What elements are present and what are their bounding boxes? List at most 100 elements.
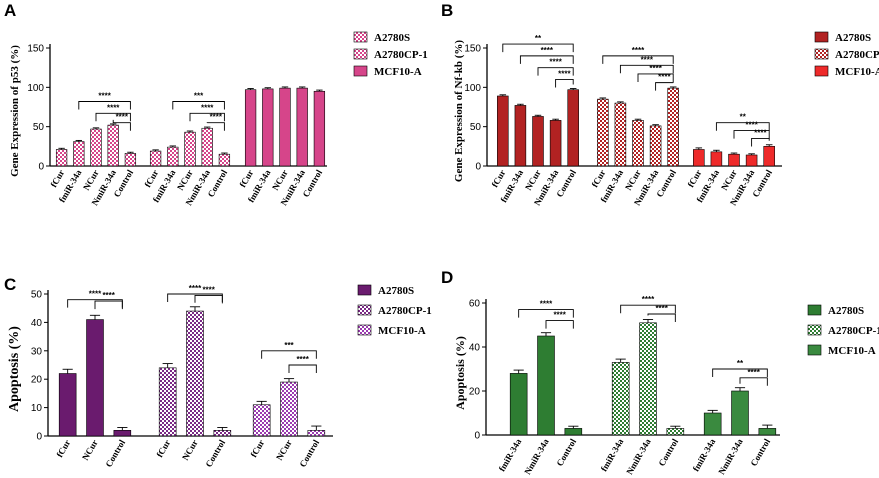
y-axis-label: Apoptosis (%) — [7, 326, 22, 412]
significance-label: **** — [541, 46, 554, 55]
significance-bracket — [206, 122, 225, 131]
legend-label: A2780S — [828, 305, 864, 317]
significance-bracket — [502, 43, 574, 53]
bar — [567, 89, 579, 167]
significance-bracket — [545, 320, 574, 329]
bar — [262, 88, 274, 167]
significance-label: **** — [747, 368, 760, 377]
significance-bracket — [602, 55, 674, 64]
significance-bracket — [518, 309, 574, 318]
legend-swatch — [353, 65, 368, 77]
y-tick-label: 50 — [31, 290, 43, 301]
bar — [213, 430, 232, 437]
bar — [184, 131, 196, 167]
significance-bracket — [112, 119, 131, 131]
bar — [244, 89, 257, 167]
significance-label: **** — [642, 295, 655, 304]
bar — [758, 428, 777, 436]
y-tick-label: 150 — [464, 44, 481, 55]
y-tick-label: 40 — [31, 318, 43, 329]
bar — [279, 87, 291, 167]
significance-bracket — [95, 112, 131, 122]
bar — [307, 430, 326, 437]
bar — [107, 124, 119, 167]
legend-label: MCF10-A — [835, 66, 879, 78]
legend-swatch — [814, 48, 829, 60]
bar — [280, 381, 298, 437]
y-tick-label: 20 — [469, 387, 481, 398]
x-tick-label: Control — [748, 437, 772, 468]
significance-label: ** — [535, 34, 542, 43]
bar — [149, 150, 162, 167]
x-tick-label: fCur — [154, 438, 172, 459]
significance-label: **** — [116, 113, 129, 122]
significance-bracket — [78, 101, 131, 110]
y-tick-label: 20 — [31, 375, 43, 386]
significance-bracket — [739, 377, 768, 386]
bar — [763, 146, 775, 167]
bar — [158, 367, 177, 437]
y-tick-label: 100 — [464, 83, 481, 94]
legend-swatch — [357, 324, 372, 336]
legend-swatch — [807, 304, 822, 316]
x-tick-label: fCur — [590, 168, 608, 189]
significance-bracket — [733, 130, 770, 139]
significance-label: **** — [549, 58, 562, 67]
x-tick-label: fCur — [490, 168, 508, 189]
bar — [514, 105, 527, 167]
significance-label: **** — [658, 73, 671, 82]
significance-label: **** — [202, 285, 215, 294]
significance-label: **** — [632, 46, 645, 55]
significance-bracket — [751, 138, 770, 147]
significance-label: **** — [107, 103, 120, 112]
bar — [86, 319, 104, 437]
bar — [611, 362, 630, 436]
y-tick-label: 100 — [27, 83, 44, 94]
bar — [296, 87, 308, 167]
significance-bracket — [189, 112, 225, 122]
bar — [693, 149, 705, 167]
x-tick-label: NCur — [274, 438, 294, 462]
significance-bracket — [655, 82, 674, 91]
legend-swatch — [814, 31, 829, 43]
x-tick-label: fCur — [248, 438, 266, 459]
y-tick-label: 50 — [33, 122, 45, 133]
x-tick-label: NmiR-34a — [624, 437, 653, 477]
bar — [252, 404, 271, 437]
legend-label: MCF10-A — [828, 345, 876, 357]
bar — [167, 146, 179, 167]
significance-label: **** — [641, 55, 654, 64]
panel-letter: A — [4, 1, 16, 20]
x-tick-label: NmiR-34a — [716, 437, 745, 477]
significance-bracket — [620, 304, 676, 314]
legend-swatch — [807, 344, 822, 356]
significance-bracket — [637, 73, 674, 82]
bar — [710, 151, 723, 167]
significance-bracket — [712, 368, 768, 377]
x-tick-label: fCur — [54, 438, 72, 459]
y-tick-label: 40 — [469, 343, 481, 354]
y-tick-label: 0 — [475, 162, 481, 173]
significance-label: *** — [284, 341, 294, 350]
bar — [186, 310, 204, 437]
legend-label: A2780S — [835, 32, 871, 44]
panel-letter: D — [441, 268, 453, 287]
significance-bracket — [194, 294, 223, 304]
bar — [124, 153, 137, 167]
legend-label: A2780CP-1 — [835, 49, 879, 61]
bar — [745, 154, 758, 167]
bar — [667, 87, 679, 167]
significance-label: **** — [189, 284, 202, 293]
significance-label: ** — [737, 359, 744, 368]
significance-bracket — [288, 364, 317, 373]
significance-bracket — [519, 55, 574, 64]
bar — [90, 128, 102, 167]
significance-label: ** — [740, 113, 747, 122]
y-tick-label: 0 — [474, 431, 480, 442]
x-tick-label: NCur — [180, 438, 200, 462]
y-axis-label: Apoptosis (%) — [453, 336, 467, 410]
y-tick-label: 150 — [27, 44, 44, 55]
